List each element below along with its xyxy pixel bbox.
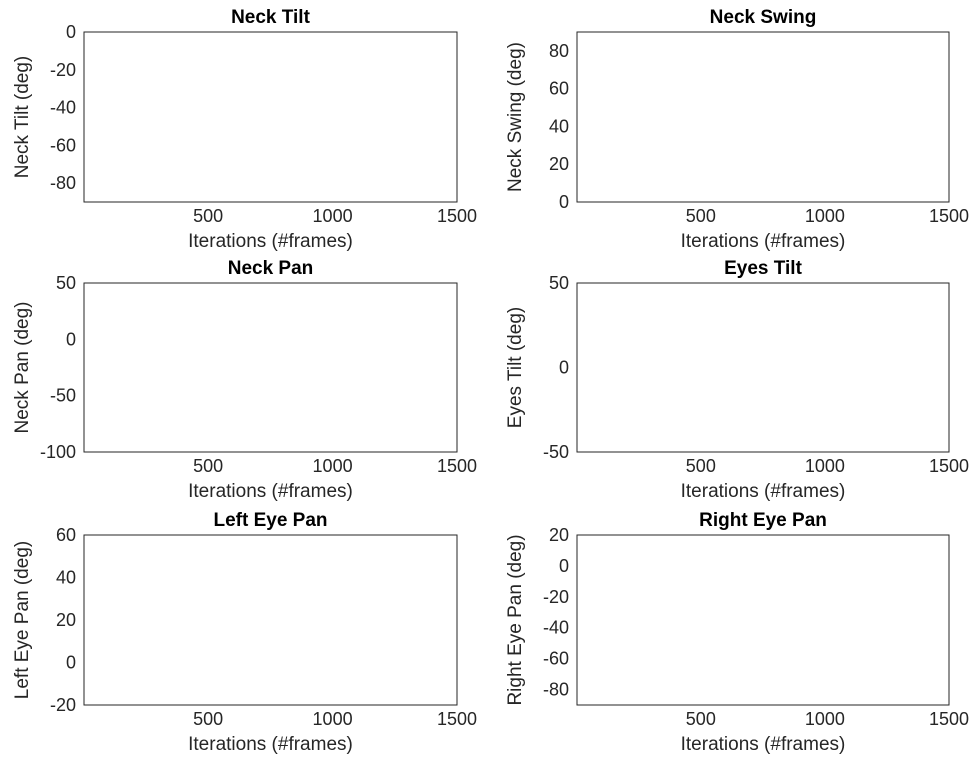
y-axis-label: Neck Tilt (deg) (12, 56, 33, 178)
y-tick-label: 0 (66, 329, 76, 349)
y-tick-label: 20 (56, 610, 76, 630)
y-tick-label: 80 (549, 41, 569, 61)
plot-frame (576, 534, 950, 706)
plot-frame (576, 282, 950, 453)
x-tick-label: 1500 (929, 456, 969, 476)
y-tick-label: -80 (50, 173, 76, 193)
x-axis-label: Iterations (#frames) (681, 734, 846, 755)
y-tick-label: -100 (40, 442, 76, 462)
y-tick-label: 60 (56, 525, 76, 545)
x-tick-label: 1000 (805, 456, 845, 476)
x-tick-label: 1000 (313, 206, 353, 226)
chart-title: Neck Tilt (231, 7, 311, 28)
y-tick-label: 60 (549, 79, 569, 99)
y-tick-label: 40 (56, 568, 76, 588)
y-tick-label: -20 (50, 695, 76, 715)
y-tick-label: 20 (549, 525, 569, 545)
y-tick-label: 0 (559, 358, 569, 378)
y-tick-label: -80 (543, 680, 569, 700)
plot-frame (83, 282, 458, 453)
subplot-6: 500 1000 1500 20 0 -20 -40 -60 -80 Right Eye Pan I… (505, 510, 969, 755)
y-tick-label: 50 (56, 273, 76, 293)
x-axis-label: Iterations (#frames) (681, 231, 846, 252)
x-tick-label: 500 (193, 456, 223, 476)
y-tick-label: 0 (66, 653, 76, 673)
x-tick-label: 500 (686, 456, 716, 476)
x-tick-label: 1500 (437, 206, 477, 226)
y-tick-label: 0 (559, 192, 569, 212)
subplot-2: 500 1000 1500 0 20 40 60 80 Neck Swing Iterations… (505, 7, 969, 252)
plot-frame (83, 31, 458, 203)
x-axis-label: Iterations (#frames) (188, 481, 353, 502)
plot-frame (576, 31, 950, 203)
y-tick-label: -20 (543, 587, 569, 607)
x-tick-label: 1000 (313, 709, 353, 729)
chart-title: Right Eye Pan (699, 510, 827, 531)
chart-title: Left Eye Pan (213, 510, 327, 531)
subplot-1: 500 1000 1500 0 -20 -40 -60 -80 Neck Tilt Iterati… (12, 7, 477, 252)
y-tick-label: 50 (549, 273, 569, 293)
x-tick-label: 1500 (437, 709, 477, 729)
x-tick-label: 1000 (313, 456, 353, 476)
x-tick-label: 1500 (437, 456, 477, 476)
y-tick-label: 20 (549, 154, 569, 174)
y-axis-label: Neck Pan (deg) (12, 301, 33, 433)
x-tick-label: 500 (193, 709, 223, 729)
subplot-5: 500 1000 1500 60 40 20 0 -20 Left Eye Pan Iterati… (12, 510, 477, 755)
y-tick-label: 40 (549, 116, 569, 136)
y-tick-label: -40 (50, 98, 76, 118)
y-tick-label: -20 (50, 60, 76, 80)
y-axis-label: Right Eye Pan (deg) (505, 534, 526, 705)
x-tick-label: 500 (686, 709, 716, 729)
chart-title: Eyes Tilt (724, 258, 802, 279)
x-tick-label: 1500 (929, 709, 969, 729)
y-axis-label: Eyes Tilt (deg) (505, 307, 526, 428)
y-axis-label: Left Eye Pan (deg) (12, 541, 33, 699)
x-tick-label: 1500 (929, 206, 969, 226)
y-tick-label: -60 (543, 649, 569, 669)
x-axis-label: Iterations (#frames) (188, 231, 353, 252)
x-tick-label: 500 (686, 206, 716, 226)
y-tick-label: -40 (543, 618, 569, 638)
x-tick-label: 500 (193, 206, 223, 226)
x-tick-label: 1000 (805, 709, 845, 729)
chart-title: Neck Swing (710, 7, 817, 28)
plot-frame (83, 534, 458, 706)
y-tick-label: 0 (66, 22, 76, 42)
x-axis-label: Iterations (#frames) (188, 734, 353, 755)
x-tick-label: 1000 (805, 206, 845, 226)
x-axis-label: Iterations (#frames) (681, 481, 846, 502)
y-tick-label: -50 (50, 386, 76, 406)
y-axis-label: Neck Swing (deg) (505, 42, 526, 192)
y-tick-label: -60 (50, 135, 76, 155)
y-tick-label: 0 (559, 556, 569, 576)
y-tick-label: -50 (543, 442, 569, 462)
chart-title: Neck Pan (228, 258, 314, 279)
